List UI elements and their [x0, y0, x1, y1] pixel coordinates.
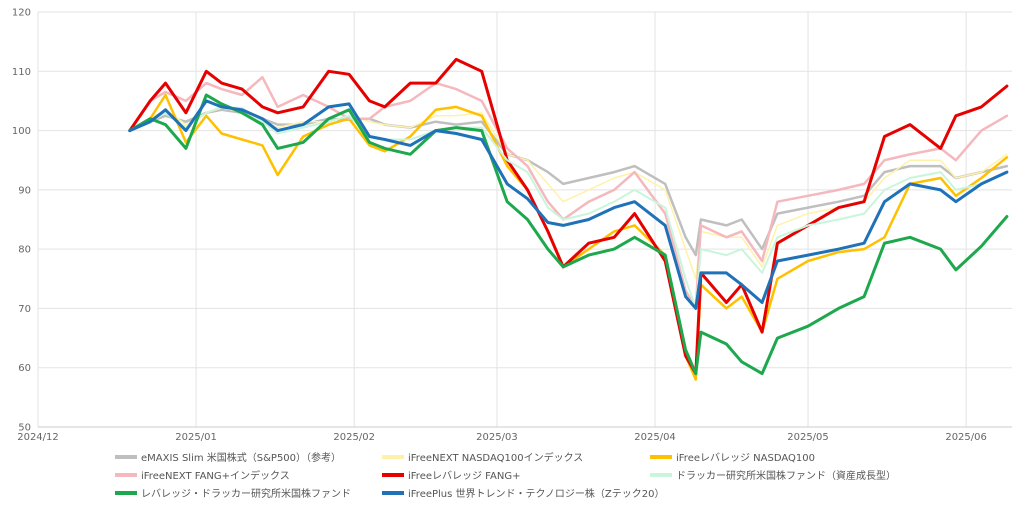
- legend: eMAXIS Slim 米国株式（S&P500）（参考） iFreeNEXT NA…: [115, 451, 896, 500]
- legend-label: ドラッカー研究所米国株ファンド（資産成長型）: [676, 469, 896, 482]
- legend-label: iFreeレバレッジ FANG+: [408, 470, 520, 482]
- x-tick-label: 2025/06: [945, 432, 987, 443]
- legend-item-3[interactable]: iFreeNEXT FANG+インデックス: [115, 469, 290, 482]
- legend-item-7[interactable]: iFreePlus 世界トレンド・テクノロジー株（Zテック20）: [382, 487, 665, 500]
- legend-label: eMAXIS Slim 米国株式（S&P500）（参考）: [141, 451, 341, 464]
- y-tick-label: 100: [12, 126, 31, 137]
- legend-label: iFreeNEXT FANG+インデックス: [141, 469, 290, 482]
- legend-item-6[interactable]: レバレッジ・ドラッカー研究所米国株ファンド: [115, 487, 351, 500]
- y-tick-label: 90: [18, 185, 31, 196]
- y-tick-label: 60: [18, 363, 31, 374]
- x-axis-ticks: 2024/12 2025/01 2025/02 2025/03 2025/04 2025/…: [17, 432, 987, 443]
- legend-label: iFreePlus 世界トレンド・テクノロジー株（Zテック20）: [408, 487, 665, 500]
- y-axis-ticks: 50 60 70 80 90 100 110 120: [12, 8, 31, 434]
- legend-item-0[interactable]: eMAXIS Slim 米国株式（S&P500）（参考）: [115, 451, 341, 464]
- x-tick-label: 2025/03: [476, 432, 518, 443]
- legend-label: iFreeNEXT NASDAQ100インデックス: [408, 451, 583, 464]
- series-line-0: [128, 108, 1009, 257]
- y-tick-label: 50: [18, 423, 31, 434]
- series-line-3: [128, 75, 1009, 310]
- legend-label: レバレッジ・ドラッカー研究所米国株ファンド: [141, 487, 351, 500]
- legend-item-4[interactable]: iFreeレバレッジ FANG+: [382, 470, 520, 482]
- x-tick-label: 2025/01: [175, 432, 217, 443]
- y-tick-label: 70: [18, 304, 31, 315]
- x-tick-label: 2025/02: [333, 432, 375, 443]
- y-tick-label: 110: [12, 67, 31, 78]
- legend-item-2[interactable]: iFreeレバレッジ NASDAQ100: [650, 452, 815, 464]
- legend-label: iFreeレバレッジ NASDAQ100: [676, 452, 815, 464]
- series-line-6: [128, 93, 1009, 376]
- x-tick-label: 2025/05: [787, 432, 829, 443]
- series-line-5: [128, 105, 1008, 310]
- x-tick-label: 2025/04: [634, 432, 676, 443]
- y-tick-label: 120: [12, 8, 31, 19]
- series-line-1: [129, 107, 1008, 280]
- y-tick-label: 80: [18, 245, 31, 256]
- series-line-4: [128, 57, 1009, 376]
- x-tick-label: 2024/12: [17, 432, 59, 443]
- series-lines: [128, 57, 1009, 381]
- legend-item-1[interactable]: iFreeNEXT NASDAQ100インデックス: [382, 451, 583, 464]
- series-line-7: [128, 99, 1009, 310]
- gridlines: [37, 11, 1012, 428]
- series-line-2: [128, 93, 1009, 381]
- legend-item-5[interactable]: ドラッカー研究所米国株ファンド（資産成長型）: [650, 469, 896, 482]
